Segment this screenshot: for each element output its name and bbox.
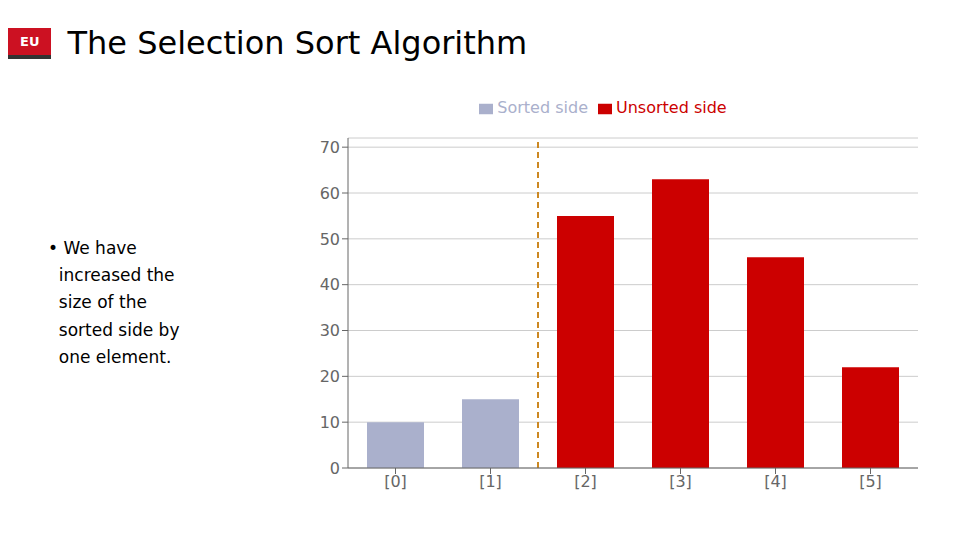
- svg-text:10: 10: [320, 413, 340, 432]
- svg-text:0: 0: [330, 459, 340, 478]
- svg-text:[0]: [0]: [384, 472, 407, 491]
- svg-text:[4]: [4]: [764, 472, 787, 491]
- svg-text:50: 50: [320, 230, 340, 249]
- svg-text:[1]: [1]: [479, 472, 502, 491]
- svg-text:[2]: [2]: [574, 472, 597, 491]
- svg-text:[3]: [3]: [669, 472, 692, 491]
- svg-text:20: 20: [320, 367, 340, 386]
- svg-text:40: 40: [320, 275, 340, 294]
- svg-text:30: 30: [320, 321, 340, 340]
- svg-text:60: 60: [320, 184, 340, 203]
- svg-text:70: 70: [320, 138, 340, 157]
- html-text:EU: EU: [20, 33, 40, 49]
- svg-text:[5]: [5]: [859, 472, 882, 491]
- html-text:• We have increased the size o: • We have increased the size of the sort…: [48, 238, 180, 367]
- html-text:Sorted side: Sorted side: [497, 98, 588, 117]
- html-text:The Selection Sort Algorithm: The Selection Sort Algorithm: [67, 24, 528, 62]
- html-text:Unsorted side: Unsorted side: [616, 98, 727, 117]
